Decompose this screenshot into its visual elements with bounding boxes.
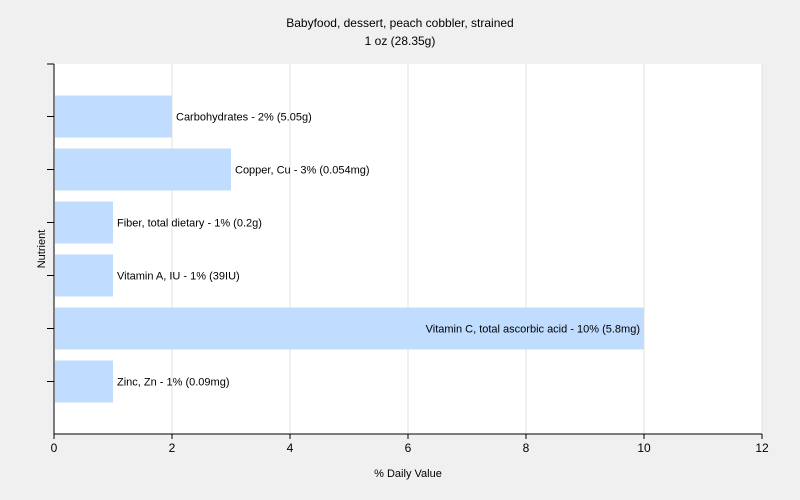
x-tick-label: 4 — [287, 441, 294, 455]
x-tick-label: 8 — [523, 441, 530, 455]
bar-data-label: Fiber, total dietary - 1% (0.2g) — [117, 218, 262, 230]
bar-data-label: Zinc, Zn - 1% (0.09mg) — [117, 377, 229, 389]
bar — [55, 360, 113, 403]
x-axis-label: % Daily Value — [374, 468, 442, 480]
bar — [55, 307, 644, 350]
x-tick-label: 6 — [405, 441, 412, 455]
y-axis-label: Nutrient — [36, 230, 48, 269]
bar — [55, 95, 172, 138]
bar-data-label: Carbohydrates - 2% (5.05g) — [176, 112, 312, 124]
chart-subtitle: 1 oz (28.35g) — [365, 34, 436, 48]
chart-title: Babyfood, dessert, peach cobbler, strain… — [286, 16, 513, 30]
x-tick-label: 0 — [51, 441, 58, 455]
x-tick-label: 2 — [169, 441, 176, 455]
axes: 0 2 4 6 8 10 12 — [47, 63, 769, 455]
bar-data-label: Copper, Cu - 3% (0.054mg) — [235, 165, 370, 177]
x-tick-label: 10 — [637, 441, 651, 455]
bar-data-label: Vitamin C, total ascorbic acid - 10% (5.… — [426, 324, 640, 336]
bars: Carbohydrates - 2% (5.05g) Copper, Cu - 3… — [55, 95, 644, 403]
bar — [55, 254, 113, 297]
bar — [55, 201, 113, 244]
bar-data-label: Vitamin A, IU - 1% (39IU) — [117, 271, 240, 283]
bar — [55, 148, 231, 191]
x-tick-label: 12 — [755, 441, 769, 455]
